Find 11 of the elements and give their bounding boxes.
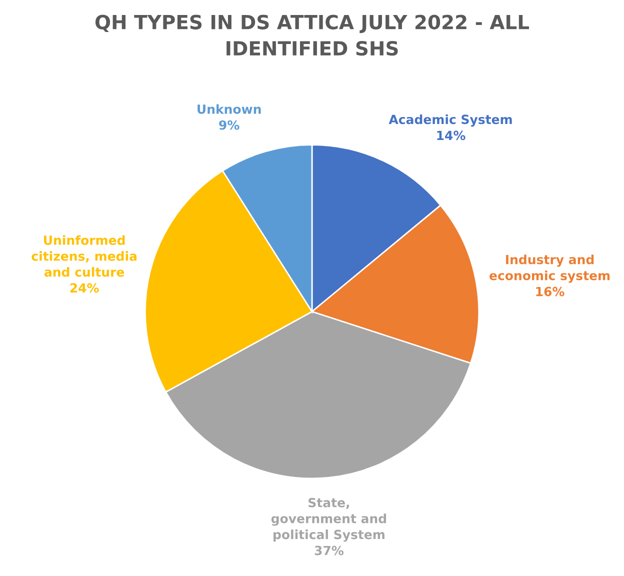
slice-label: Industry and economic system	[490, 254, 610, 283]
chart-title: QH TYPES IN DS ATTICA JULY 2022 - ALL IDENTIFIED SHS	[95, 14, 529, 56]
slice-label: Unknown	[198, 104, 261, 114]
slice-label: Uninformed citizens, media and culture	[32, 235, 136, 277]
data-label: 9%	[219, 120, 240, 130]
slice-label: State, government and political System	[271, 498, 386, 542]
data-label: 16%	[536, 286, 564, 296]
data-label: 14%	[437, 130, 466, 140]
data-label: 24%	[70, 283, 99, 293]
slice-label: Academic System	[388, 114, 512, 127]
data-label: 37%	[314, 546, 344, 556]
